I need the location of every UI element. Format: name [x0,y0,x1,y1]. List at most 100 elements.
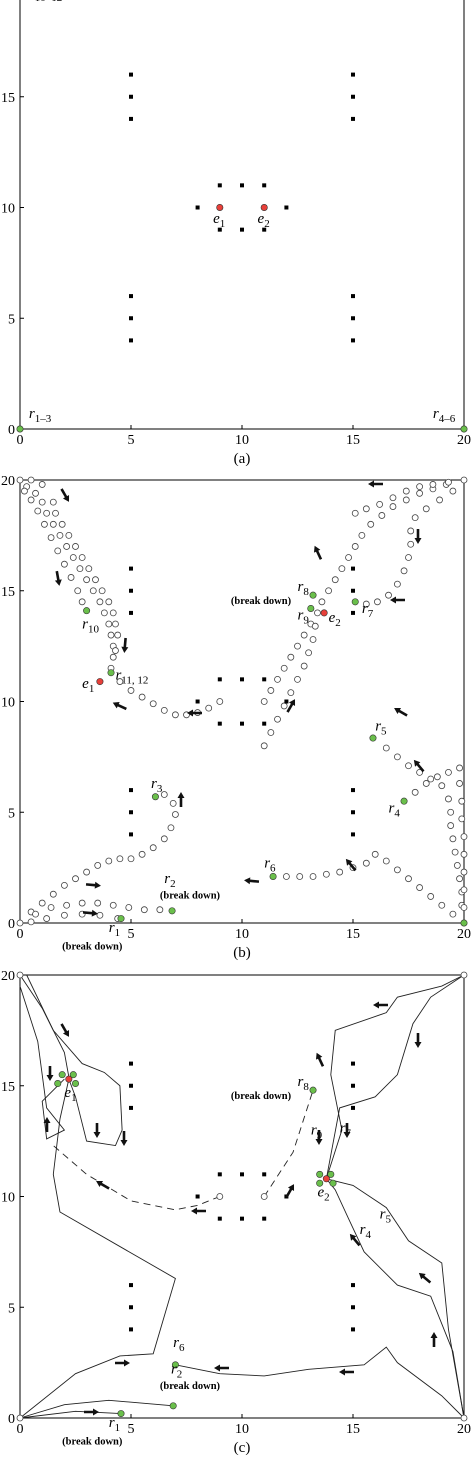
annotation-text: r [109,1415,115,1431]
robot [169,1402,177,1410]
robot [16,425,24,433]
caption: (b) [233,945,251,961]
trajectory-point [422,505,430,513]
annotation-sub: 5 [381,725,387,737]
x-tick-label: 10 [235,927,249,942]
trajectory-point [89,587,97,595]
trajectory-line [53,1145,220,1211]
obstacle [129,1327,133,1332]
trajectory-point [367,520,375,528]
trajectory-point [294,675,301,683]
obstacle [351,94,355,99]
annotation-text: e [329,610,336,626]
trajectory-point [447,808,455,816]
obstacle [217,183,222,188]
x-tick-label: 10 [235,1422,249,1437]
annotation-sub: 8 [303,586,309,598]
trajectory-point [260,1193,268,1200]
trajectory-point [382,744,390,752]
trajectory-point [451,848,459,856]
trajectory-point [267,687,275,694]
trajectory-point [438,782,446,790]
trajectory-point [49,498,57,506]
trajectory-point [16,919,24,927]
trajectory-point [109,653,117,661]
trajectory-point [96,598,104,606]
trajectory-point [27,476,35,484]
trajectory-point [351,543,359,550]
y-tick-label: 15 [1,91,15,106]
obstacle [129,1061,133,1066]
trajectory-point [460,850,468,858]
trajectory-point [374,598,381,606]
annotation-sub: 1–3 [35,413,52,425]
annotation: e1 [82,676,94,695]
annotation: (break down) [160,1381,221,1392]
direction-arrow [84,1408,99,1416]
robot [327,1170,335,1178]
annotation: r2 [164,871,175,890]
annotation: e2 [329,610,341,629]
obstacle [351,832,355,837]
annotation-sub: 3 [157,783,163,795]
annotation: r2 [171,1362,182,1381]
trajectory-point [109,901,117,909]
direction-arrow [121,637,129,653]
x-tick-label: 5 [128,1422,135,1437]
trajectory-point [76,565,84,572]
trajectory-point [362,600,370,608]
trajectory-point [63,901,71,909]
obstacle [351,1105,355,1110]
trajectory-point [114,631,122,639]
direction-arrow [187,709,202,717]
trajectory-point [105,857,113,865]
trajectory-point [393,753,401,761]
obstacle [195,699,200,704]
direction-arrow [313,545,323,560]
annotation-text: r [298,1074,304,1090]
direction-arrow [339,1368,354,1376]
trajectory-line [325,974,465,1179]
trajectory-point [49,520,57,528]
annotation-text: r [171,1362,177,1378]
annotation-sub: 4–6 [439,413,456,425]
annotation-text: (break down) [231,1091,292,1102]
trajectory-point [445,795,452,803]
x-tick-label: 5 [128,433,135,448]
obstacle [284,699,289,704]
trajectory-point [43,915,51,922]
y-tick-label: 0 [8,917,15,932]
trajectory-point [63,543,71,550]
robot [369,734,377,742]
trajectory-point [458,797,466,805]
robot [69,1071,77,1079]
annotation: (break down) [231,1091,292,1102]
annotation-text: r [29,0,35,1]
annotation-text: r [151,776,157,792]
annotation-text: r [340,1120,346,1136]
trajectory-point [116,855,124,863]
robot [309,591,317,599]
obstacle [262,227,267,232]
trajectory-point [282,873,290,880]
trajectory-point [351,509,359,517]
y-tick-label: 20 [1,969,15,984]
trajectory-point [400,567,408,575]
obstacle [129,1305,133,1310]
obstacle [129,72,133,77]
trajectory-point [445,768,452,776]
trajectory-point [65,531,73,539]
obstacle [217,1172,222,1177]
obstacle [262,677,267,682]
trajectory-point [294,642,301,650]
direction-arrow [93,1123,101,1138]
trajectory-point [107,631,115,639]
trajectory-point [362,859,370,867]
annotation-text: r [389,800,395,816]
trajectory-point [109,609,117,617]
trajectory-point [138,693,146,701]
trajectory-point [300,631,308,639]
annotation-sub: 6 [179,1342,185,1354]
